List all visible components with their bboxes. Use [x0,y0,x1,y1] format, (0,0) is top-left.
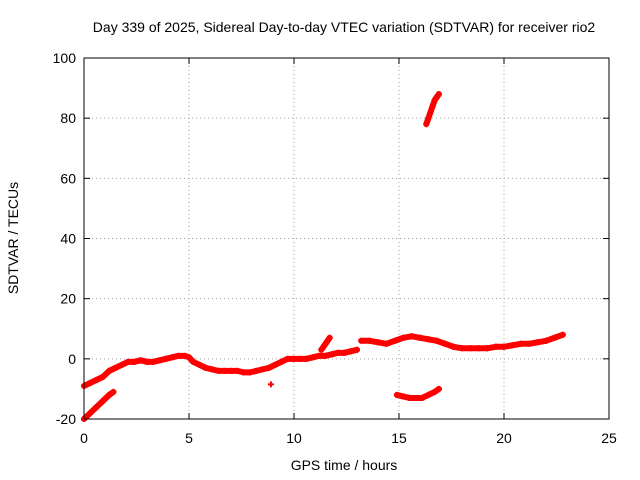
x-tick-label: 20 [496,430,512,446]
y-axis-title: SDTVAR / TECUs [5,182,21,294]
series-mid-low [393,385,442,401]
x-tick-label: 5 [185,430,193,446]
series-spike [318,334,333,353]
y-tick-label: 20 [60,291,76,307]
y-tick-label: 80 [60,110,76,126]
series-outlier [267,381,274,388]
data-point [110,388,117,395]
series-main [81,346,360,389]
series-upper [358,331,566,352]
series-high [423,91,442,128]
x-tick-label: 0 [80,430,88,446]
series-early-low [81,388,117,422]
x-tick-label: 10 [286,430,302,446]
y-tick-label: -20 [56,411,76,427]
data-point [326,334,333,341]
x-axis-title: GPS time / hours [291,457,398,473]
chart-title: Day 339 of 2025, Sidereal Day-to-day VTE… [93,19,596,35]
data-point [354,346,360,353]
grid-lines [84,58,609,419]
data-point [267,381,274,388]
plot-frame [83,57,610,420]
y-tick-label: 60 [60,170,76,186]
x-tick-label: 25 [601,430,617,446]
data-point [435,385,442,392]
data-point [559,331,566,338]
data-points [81,91,566,422]
y-tick-label: 100 [53,50,77,66]
y-tick-label: 40 [60,231,76,247]
y-tick-label: 0 [68,351,76,367]
data-point [435,91,442,98]
x-tick-label: 15 [391,430,407,446]
